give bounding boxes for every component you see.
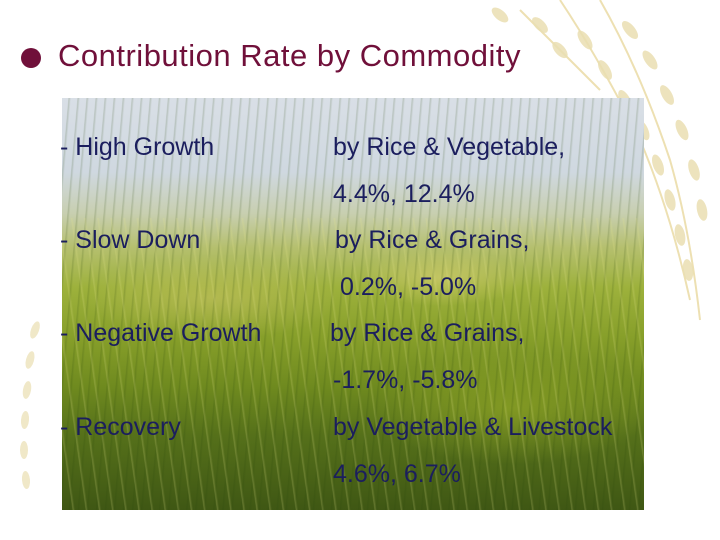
filled-circle-icon <box>21 48 41 68</box>
row-label-negative-growth: - Negative Growth <box>60 319 262 347</box>
row-values-recovery: 4.6%, 6.7% <box>333 460 461 488</box>
photo-texture-highlight <box>62 218 644 510</box>
row-values-high-growth: 4.4%, 12.4% <box>333 180 475 208</box>
row-detail-slow-down: by Rice & Grains, <box>335 226 530 254</box>
row-detail-negative-growth: by Rice & Grains, <box>330 319 525 347</box>
title-row: Contribution Rate by Commodity <box>18 38 521 74</box>
row-detail-recovery: by Vegetable & Livestock <box>333 413 613 441</box>
row-values-slow-down: 0.2%, -5.0% <box>340 273 477 301</box>
row-values-negative-growth: -1.7%, -5.8% <box>333 366 478 394</box>
row-label-high-growth: - High Growth <box>60 133 215 161</box>
row-label-slow-down: - Slow Down <box>60 226 201 254</box>
row-label-recovery: - Recovery <box>60 413 181 441</box>
rice-field-photo <box>62 98 644 510</box>
photo-texture <box>62 98 644 510</box>
row-detail-high-growth: by Rice & Vegetable, <box>333 133 566 161</box>
slide-title: Contribution Rate by Commodity <box>58 38 521 73</box>
